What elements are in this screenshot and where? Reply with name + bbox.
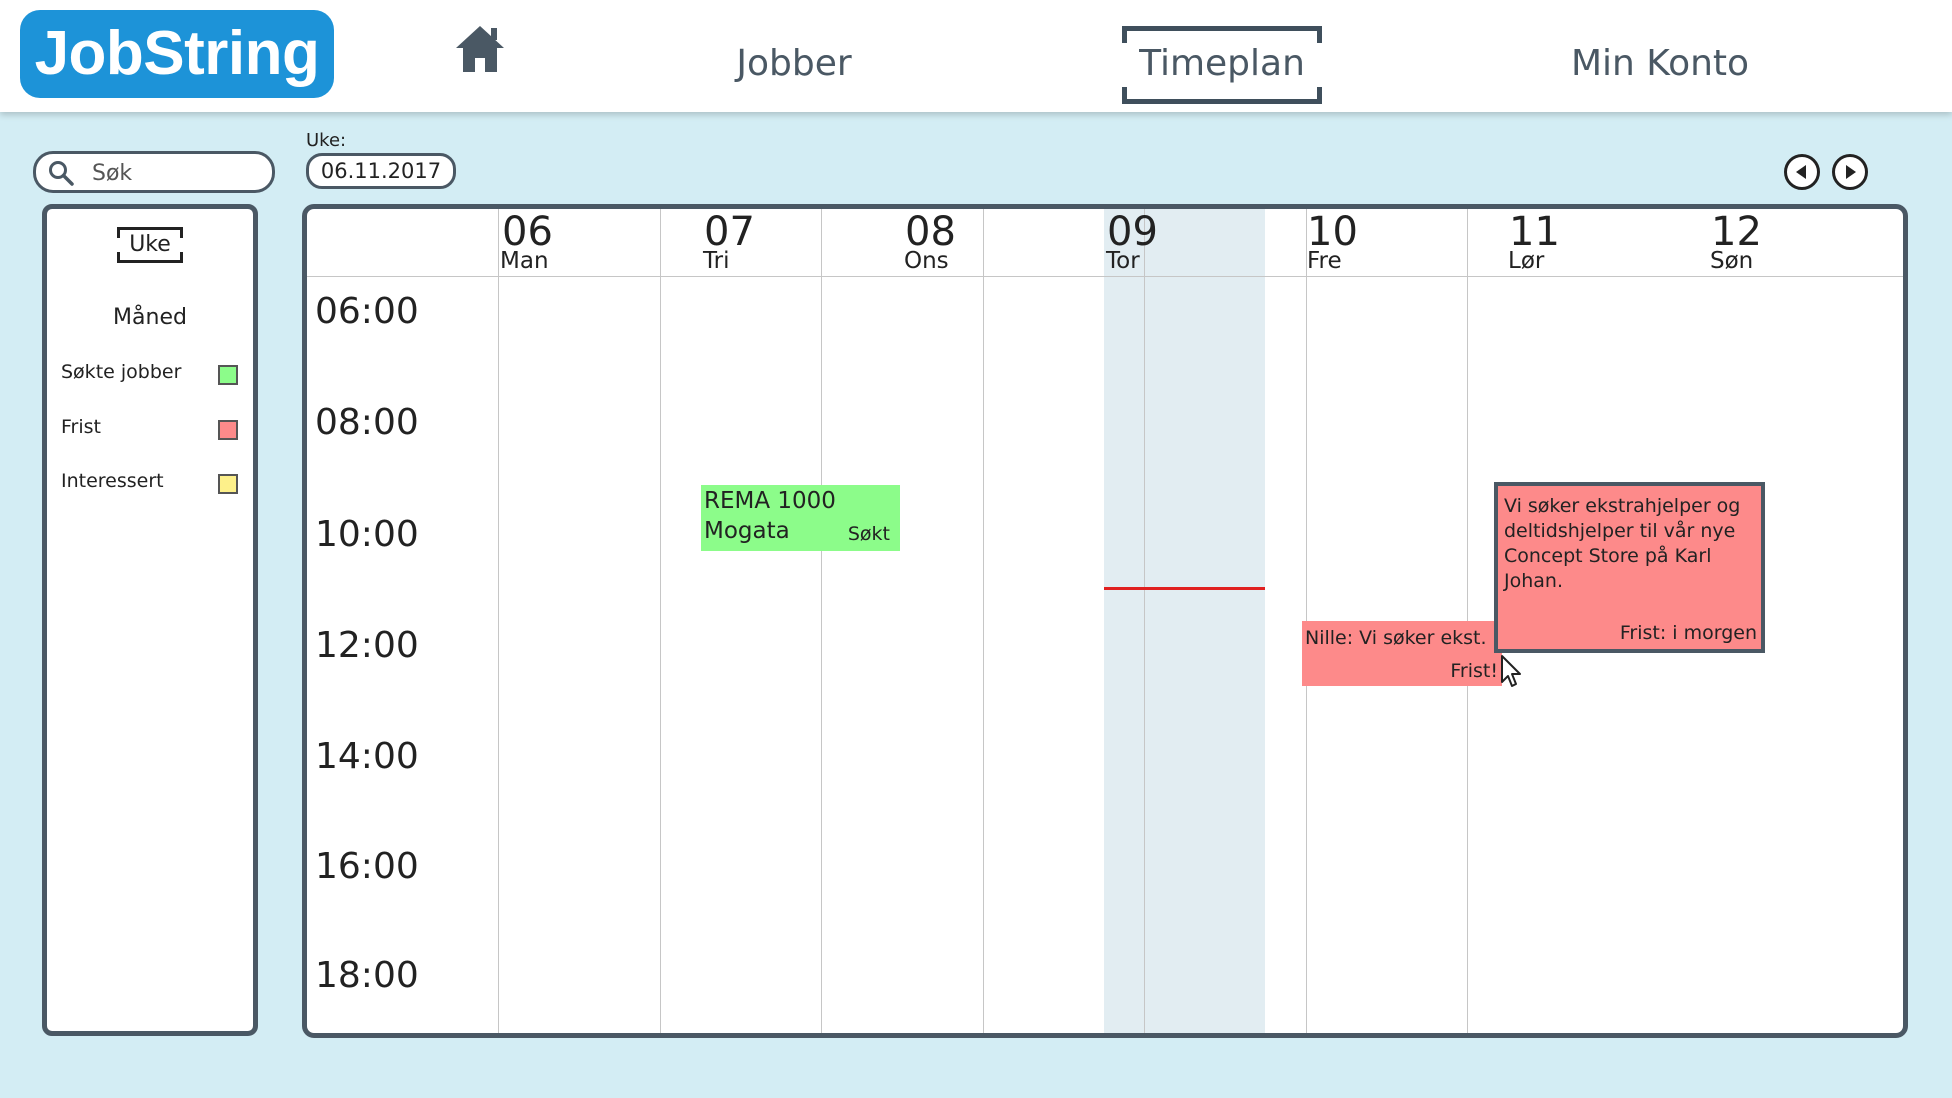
- active-indicator-bottom: [1122, 87, 1322, 104]
- event-rema-1000[interactable]: REMA 1000 Mogata Søkt: [701, 485, 900, 551]
- event-status: Frist!: [1450, 660, 1498, 682]
- popup-description: Vi søker ekstrahjelper og deltidshjelper…: [1504, 495, 1741, 592]
- legend-swatch-green: [218, 365, 238, 385]
- current-time-line: [1104, 587, 1265, 590]
- arrow-left-icon: [1796, 165, 1806, 179]
- nav-jobber[interactable]: Jobber: [736, 43, 852, 84]
- week-date-field[interactable]: 06.11.2017: [306, 153, 456, 189]
- today-column-highlight: [1104, 209, 1265, 1033]
- legend-label: Søkte jobber: [61, 361, 182, 383]
- event-title: Nille: Vi søker ekst.: [1305, 627, 1487, 649]
- nav-min-konto[interactable]: Min Konto: [1570, 43, 1750, 84]
- time-label: 06:00: [315, 291, 419, 332]
- next-week-button[interactable]: [1832, 154, 1868, 190]
- day-name: Tor: [1106, 248, 1140, 274]
- column-divider: [498, 209, 499, 1033]
- sidebar-panel: Uke Måned Søkte jobber Frist Interessert: [42, 204, 258, 1036]
- day-number: 12: [1711, 209, 1762, 255]
- view-toggle-week[interactable]: Uke: [117, 227, 183, 263]
- day-name: Man: [500, 248, 549, 274]
- legend-item-deadline: Frist: [57, 414, 238, 444]
- time-label: 08:00: [315, 402, 419, 443]
- event-detail-popup[interactable]: Vi søker ekstrahjelper og deltidshjelper…: [1494, 482, 1765, 653]
- time-label: 10:00: [315, 514, 419, 555]
- top-navigation-bar: JobString Jobber Timeplan Min Konto: [0, 0, 1952, 112]
- arrow-right-icon: [1846, 165, 1856, 179]
- week-calendar: 06 Man 07 Tri 08 Ons 09 Tor 10 Fre 11 Lø…: [302, 204, 1908, 1038]
- app-logo[interactable]: JobString: [20, 10, 334, 98]
- search-input[interactable]: [90, 157, 264, 189]
- day-number: 08: [905, 209, 956, 255]
- column-divider: [660, 209, 661, 1033]
- day-name: Fre: [1307, 248, 1342, 274]
- event-status: Søkt: [847, 523, 890, 545]
- day-name: Lør: [1508, 248, 1545, 274]
- legend-item-applied: Søkte jobber: [57, 359, 238, 389]
- legend-swatch-red: [218, 420, 238, 440]
- event-location: Mogata: [704, 518, 790, 544]
- active-indicator-top: [1122, 26, 1322, 43]
- day-number: 11: [1509, 209, 1560, 255]
- event-title: REMA 1000: [704, 488, 836, 514]
- legend-label: Interessert: [61, 470, 164, 492]
- day-name: Søn: [1710, 248, 1754, 274]
- week-label: Uke:: [306, 130, 347, 151]
- previous-week-button[interactable]: [1784, 154, 1820, 190]
- column-divider: [821, 209, 822, 1033]
- mouse-cursor-icon: [1501, 655, 1521, 687]
- popup-deadline: Frist: i morgen: [1619, 622, 1757, 644]
- legend-item-interested: Interessert: [57, 468, 238, 498]
- view-week-label: Uke: [129, 232, 171, 257]
- time-label: 18:00: [315, 955, 419, 996]
- day-number: 06: [502, 209, 553, 255]
- header-divider: [307, 276, 1903, 277]
- day-number: 10: [1307, 209, 1358, 255]
- legend-label: Frist: [61, 416, 101, 438]
- day-number: 09: [1107, 209, 1158, 255]
- time-label: 14:00: [315, 736, 419, 777]
- search-icon: [49, 161, 74, 186]
- home-icon[interactable]: [452, 20, 508, 76]
- view-toggle-month[interactable]: Måned: [113, 305, 187, 330]
- time-label: 16:00: [315, 846, 419, 887]
- nav-timeplan[interactable]: Timeplan: [1122, 26, 1322, 104]
- time-label: 12:00: [315, 625, 419, 666]
- day-name: Tri: [703, 248, 730, 274]
- active-view-bracket-top: [117, 227, 183, 238]
- event-nille[interactable]: Nille: Vi søker ekst. Frist!: [1302, 621, 1502, 686]
- day-number: 07: [704, 209, 755, 255]
- column-divider: [983, 209, 984, 1033]
- nav-timeplan-label: Timeplan: [1139, 43, 1305, 84]
- active-view-bracket-bottom: [117, 252, 183, 263]
- legend-swatch-yellow: [218, 474, 238, 494]
- search-box[interactable]: [33, 151, 275, 193]
- day-name: Ons: [904, 248, 949, 274]
- column-divider: [1144, 209, 1145, 1033]
